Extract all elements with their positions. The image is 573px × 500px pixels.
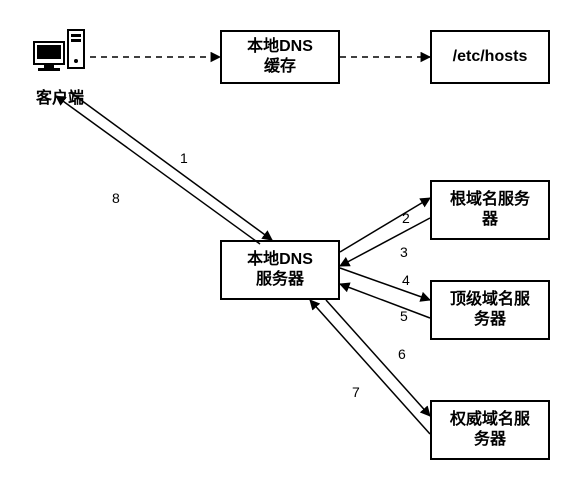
edge-label-7: 7: [352, 384, 360, 400]
dns-resolution-diagram: 客户端 本地DNS 缓存 /etc/hosts 本地DNS 服务器 根域名服务 …: [0, 0, 573, 500]
edge-7: [310, 300, 430, 434]
edge-6: [326, 300, 430, 416]
edge-label-8: 8: [112, 190, 120, 206]
edge-label-4: 4: [402, 272, 410, 288]
edge-label-2: 2: [402, 210, 410, 226]
edge-label-3: 3: [400, 244, 408, 260]
edge-8: [56, 96, 260, 244]
edge-4: [340, 268, 430, 300]
edge-1: [70, 92, 272, 240]
edge-5: [340, 284, 430, 318]
edge-label-6: 6: [398, 346, 406, 362]
edges-layer: [0, 0, 573, 500]
edge-label-1: 1: [180, 150, 188, 166]
edge-label-5: 5: [400, 308, 408, 324]
